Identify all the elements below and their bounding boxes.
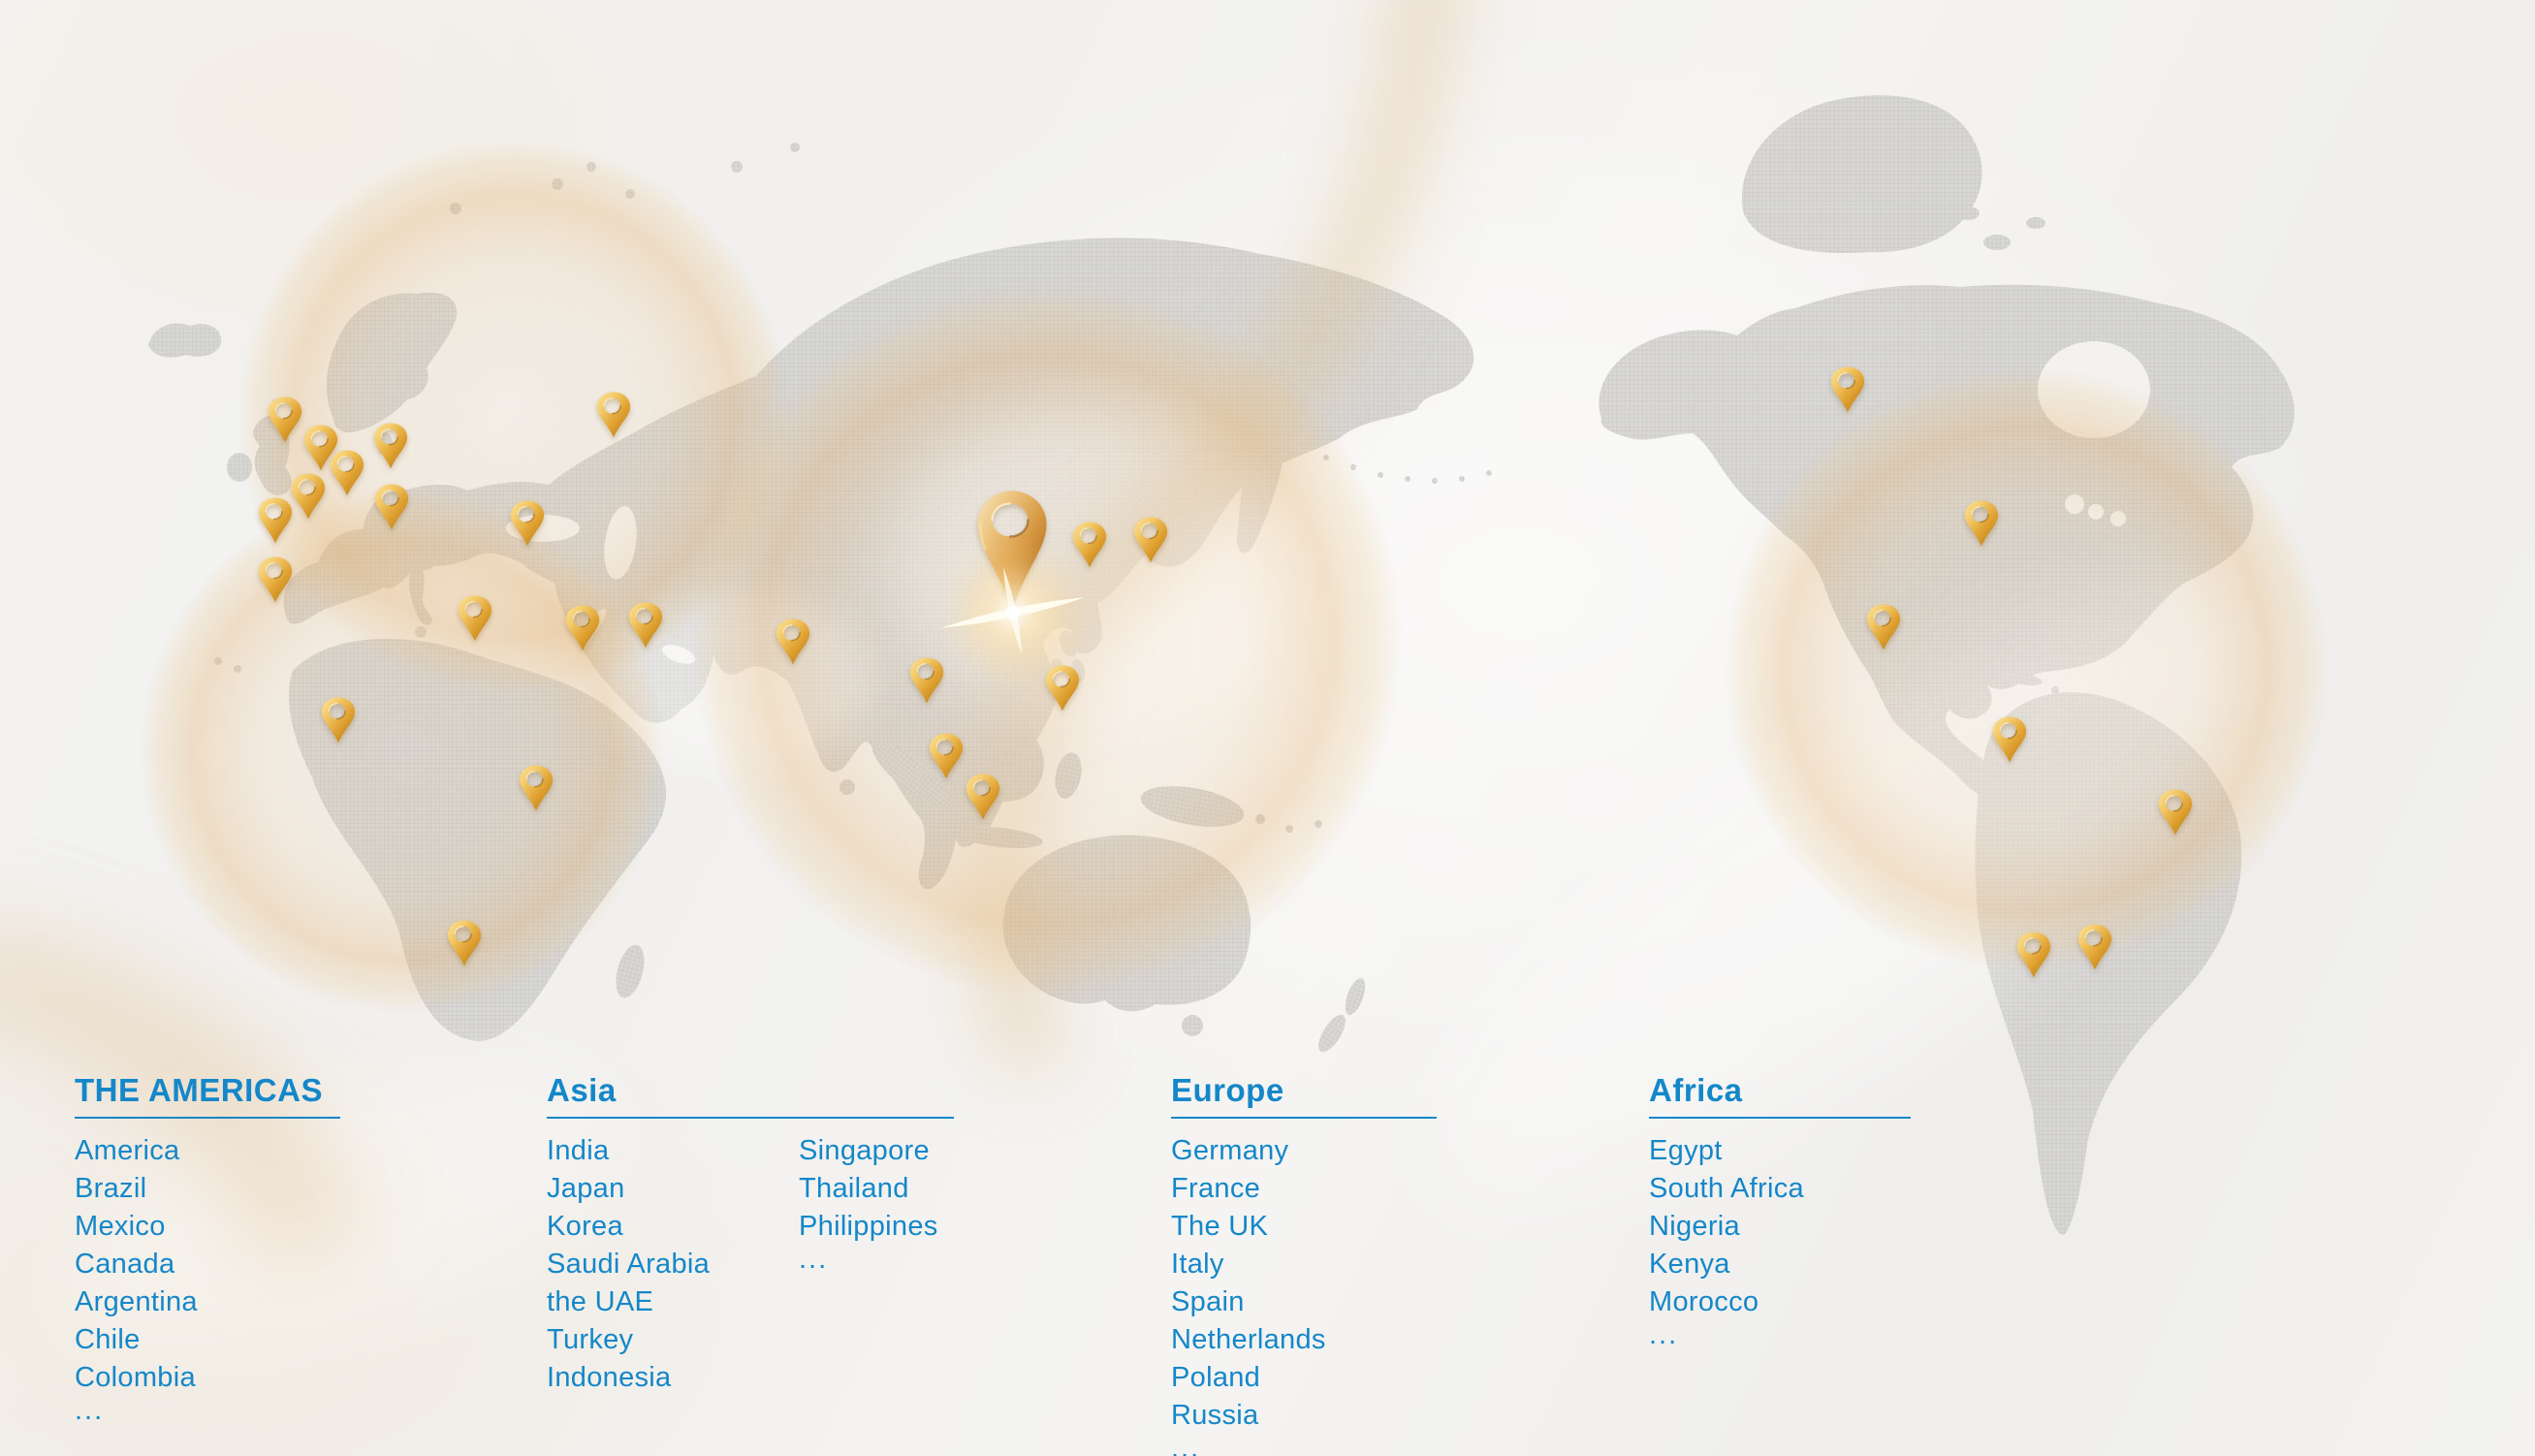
country-item: France (1171, 1173, 1261, 1204)
country-item: Turkey (547, 1324, 634, 1355)
country-item: Japan (547, 1173, 625, 1204)
country-item: the UAE (547, 1286, 654, 1317)
country-item: Russia (1171, 1400, 1259, 1431)
country-list: India Japan Korea Saudi Arabia the UAE Turkey… (547, 1132, 954, 1397)
country-item: Chile (75, 1324, 141, 1355)
region-column-africa: Africa Egypt South Africa Nigeria Kenya Moroc… (1649, 1070, 1911, 1350)
country-item: Poland (1171, 1362, 1261, 1393)
more-countries-ellipsis: ... (1649, 1319, 1679, 1350)
region-title-africa: Africa (1649, 1072, 1743, 1108)
country-list: Singapore Thailand Philippines... (799, 1132, 938, 1275)
country-item: Indonesia (547, 1362, 672, 1393)
country-item: Egypt (1649, 1135, 1723, 1166)
country-list-wrap: Germany France The UK Italy Spain Netherlands… (1171, 1132, 1437, 1456)
country-list: Egypt South Africa Nigeria Kenya Morocco... (1649, 1132, 1911, 1350)
region-title-americas: THE AMERICAS (75, 1072, 323, 1108)
country-item: Spain (1171, 1286, 1245, 1317)
country-item: Saudi Arabia (547, 1249, 711, 1280)
country-item: Brazil (75, 1173, 147, 1204)
halo-circle-1 (141, 490, 664, 1013)
region-title-underline (1171, 1117, 1437, 1119)
country-item: Thailand (799, 1173, 909, 1204)
country-item: Germany (1171, 1135, 1289, 1166)
country-list: America Brazil Mexico Canada Argentina Chile C… (75, 1132, 340, 1426)
region-title-underline (547, 1117, 954, 1119)
country-item: South Africa (1649, 1173, 1804, 1204)
country-item: Singapore (799, 1135, 930, 1166)
more-countries-ellipsis: ... (799, 1244, 829, 1275)
country-item: India (547, 1135, 610, 1166)
region-column-americas: THE AMERICAS America Brazil Mexico Canada Arg… (75, 1070, 340, 1426)
country-list: Germany France The UK Italy Spain Netherlands… (1171, 1132, 1437, 1456)
region-title-asia: Asia (547, 1072, 617, 1108)
country-list-wrap: America Brazil Mexico Canada Argentina Chile C… (75, 1132, 340, 1426)
country-list-wrap: India Japan Korea Saudi Arabia the UAE Turkey… (547, 1132, 954, 1397)
country-item: Mexico (75, 1211, 166, 1242)
country-item: The UK (1171, 1211, 1269, 1242)
country-item: Italy (1171, 1249, 1224, 1280)
country-item: Morocco (1649, 1286, 1759, 1317)
country-item: Colombia (75, 1362, 196, 1393)
country-item: America (75, 1135, 180, 1166)
more-countries-ellipsis: ... (75, 1395, 105, 1426)
country-item: Nigeria (1649, 1211, 1740, 1242)
region-column-asia: Asia India Japan Korea Saudi Arabia the UAE Tu… (547, 1070, 954, 1397)
country-list-wrap: Egypt South Africa Nigeria Kenya Morocco... (1649, 1132, 1911, 1350)
region-title-underline (1649, 1117, 1911, 1119)
country-item: Canada (75, 1249, 175, 1280)
country-item: Netherlands (1171, 1324, 1326, 1355)
region-column-europe: Europe Germany France The UK Italy Spain Nethe… (1171, 1070, 1437, 1456)
region-title-underline (75, 1117, 340, 1119)
country-item: Philippines (799, 1211, 938, 1242)
country-item: Kenya (1649, 1249, 1730, 1280)
more-countries-ellipsis: ... (1171, 1433, 1201, 1456)
country-item: Argentina (75, 1286, 198, 1317)
country-item: Korea (547, 1211, 623, 1242)
region-title-europe: Europe (1171, 1072, 1284, 1108)
